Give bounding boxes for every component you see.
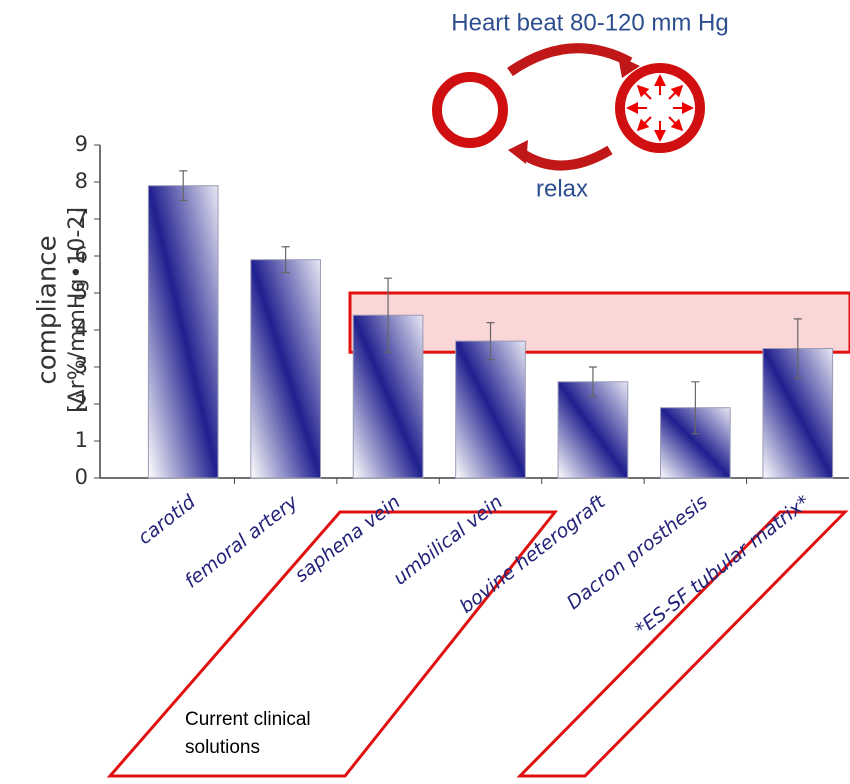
y-tick-label: 6 xyxy=(75,243,88,267)
y-tick-label: 2 xyxy=(75,391,88,415)
annotation: Current clinical xyxy=(185,709,311,730)
bar xyxy=(148,186,218,478)
x-tick-label: *ES-SF tubular matrix* xyxy=(631,491,814,641)
bar xyxy=(456,341,526,478)
y-tick-label: 1 xyxy=(75,428,88,452)
x-tick-label: saphena vein xyxy=(291,491,405,587)
annotation: relax xyxy=(536,175,588,202)
y-tick-label: 5 xyxy=(75,280,88,304)
y-axis-label: [Δr%/mmHg•10-2] xyxy=(65,207,90,413)
group-frame xyxy=(520,512,845,776)
highlight-band xyxy=(350,293,850,352)
y-tick-label: 3 xyxy=(75,354,88,378)
annotation: solutions xyxy=(185,737,260,758)
y-tick-label: 4 xyxy=(75,317,88,341)
y-axis-label: compliance xyxy=(33,235,63,384)
chart: Heart beat 80-120 mm Hg relax compliance… xyxy=(0,0,850,784)
heart-diagram xyxy=(437,48,700,165)
bar xyxy=(251,260,321,478)
y-tick-label: 8 xyxy=(75,169,88,193)
y-tick-label: 0 xyxy=(75,465,88,489)
annotation: Heart beat 80-120 mm Hg xyxy=(451,9,728,36)
x-tick-label: carotid xyxy=(134,490,201,549)
y-tick-label: 9 xyxy=(75,132,88,156)
y-tick-label: 7 xyxy=(75,206,88,230)
